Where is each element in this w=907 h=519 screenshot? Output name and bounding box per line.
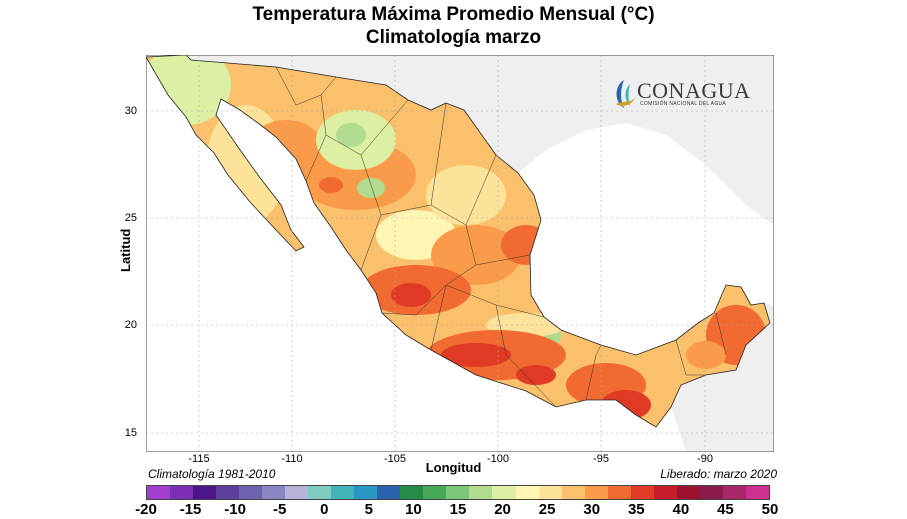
y-axis-label: Latitud: [118, 228, 133, 272]
colorbar-swatch: [170, 486, 194, 499]
colorbar-swatch: [446, 486, 470, 499]
colorbar-label: 5: [364, 501, 374, 518]
colorbar-swatch: [584, 486, 608, 499]
colorbar-label: 45: [717, 501, 734, 518]
logo-name: CONAGUA: [637, 78, 751, 103]
colorbar-swatch: [515, 486, 539, 499]
colorbar-label: -15: [179, 501, 202, 518]
lon-tick-110: -110: [281, 453, 303, 465]
colorbar-swatch: [653, 486, 677, 499]
temperature-map: [146, 55, 774, 452]
conagua-logo: [616, 80, 636, 108]
colorbar-label: 50: [761, 501, 779, 518]
colorbar-swatch: [607, 486, 631, 499]
colorbar-swatch: [400, 486, 424, 499]
colorbar-swatch: [262, 486, 286, 499]
release-date: Liberado: marzo 2020: [660, 467, 777, 481]
colorbar-swatch: [331, 486, 355, 499]
colorbar-swatch: [561, 486, 585, 499]
colorbar-swatch: [216, 486, 240, 499]
colorbar-swatch: [423, 486, 447, 499]
lon-tick-90: -90: [697, 453, 713, 465]
colorbar-swatch: [630, 486, 654, 499]
colorbar-label: 30: [583, 501, 601, 518]
lon-tick-100: -100: [486, 453, 510, 465]
colorbar-swatch: [354, 486, 378, 499]
colorbar-swatch: [492, 486, 516, 499]
lon-tick-95: -95: [593, 453, 609, 465]
colorbar-swatch: [722, 486, 746, 499]
colorbar-swatch: [699, 486, 723, 499]
colorbar-swatch: [239, 486, 263, 499]
colorbar-label: 10: [405, 501, 422, 518]
colorbar-swatch: [745, 486, 769, 499]
colorbar-label: -20: [135, 501, 157, 518]
logo-subtitle: COMISIÓN NACIONAL DEL AGUA: [640, 101, 727, 107]
lon-tick-105: -105: [383, 453, 407, 465]
map-title: Temperatura Máxima Promedio Mensual (°C): [252, 4, 655, 25]
map-subtitle: Climatología marzo: [365, 27, 542, 48]
colorbar-swatch: [676, 486, 700, 499]
colorbar-label: 25: [538, 501, 556, 518]
colorbar-label: 35: [627, 501, 645, 518]
lat-tick-20: 20: [124, 319, 137, 331]
lat-tick-15: 15: [124, 427, 137, 439]
colorbar-swatch: [147, 486, 171, 499]
climatology-period: Climatología 1981-2010: [148, 467, 276, 481]
colorbar-swatch: [469, 486, 493, 499]
colorbar-label: 40: [672, 501, 690, 518]
lat-tick-30: 30: [124, 105, 137, 117]
colorbar-label: 15: [449, 501, 467, 518]
x-axis-label: Longitud: [425, 460, 482, 475]
colorbar-label: 20: [494, 501, 511, 518]
colorbar-label: -10: [224, 501, 246, 518]
colorbar-swatch: [308, 486, 332, 499]
colorbar-swatch: [377, 486, 401, 499]
colorbar: [146, 485, 770, 500]
colorbar-label: 0: [320, 501, 329, 518]
lat-tick-25: 25: [124, 212, 137, 224]
colorbar-swatch: [538, 486, 562, 499]
colorbar-swatch: [193, 486, 217, 499]
colorbar-label: -5: [273, 501, 287, 518]
lon-tick-115: -115: [188, 453, 210, 465]
colorbar-swatch: [285, 486, 309, 499]
